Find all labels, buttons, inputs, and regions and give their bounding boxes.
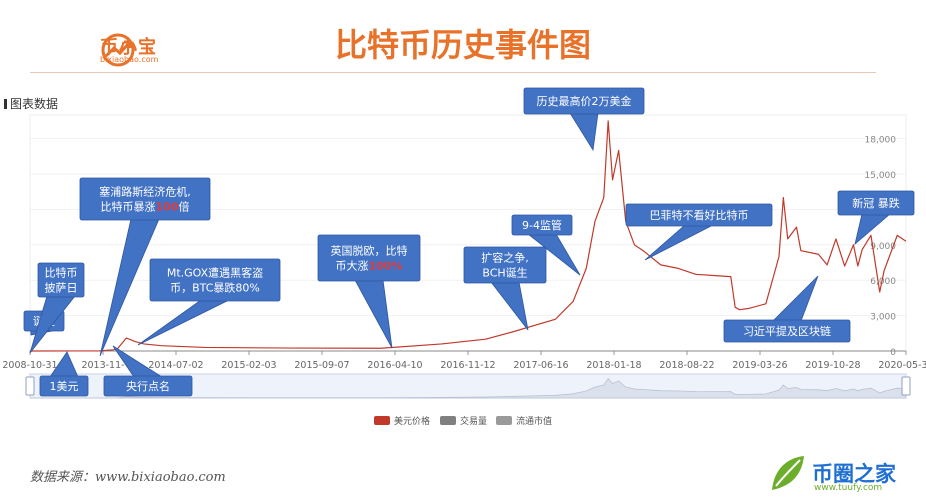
callout-pointer: [854, 213, 892, 246]
callout-label: 英国脱欧，比特: [331, 244, 408, 258]
zoom-handle-right[interactable]: [901, 376, 911, 396]
callout-box: [317, 234, 421, 282]
logo-text: 币小宝: [100, 37, 157, 58]
callout-label: 比特币暴涨100倍: [101, 200, 190, 214]
x-tick-label: 2017-06-16: [513, 360, 568, 371]
callout-box: [837, 190, 915, 216]
x-tick-label: 2015-02-03: [221, 360, 276, 371]
callout-box: [463, 246, 547, 284]
callout-label: BCH诞生: [482, 266, 527, 280]
zoom-handle-left[interactable]: [25, 376, 35, 396]
callout-label: 扩容之争,: [481, 251, 529, 265]
legend-item[interactable]: 流通市值: [496, 415, 552, 427]
logo-icon: [101, 33, 135, 67]
header-divider: [30, 72, 876, 73]
x-tick-label: 2018-08-22: [659, 360, 714, 371]
callout-label: 1美元: [50, 380, 79, 393]
x-tick-label: 2014-07-02: [148, 360, 203, 371]
y-tick-label: 6,000: [870, 277, 896, 287]
x-tick-label: 2015-09-07: [294, 360, 349, 371]
callout-label: 9-4监管: [522, 218, 562, 232]
x-tick-label: 2019-10-28: [805, 360, 860, 371]
y-tick-label: 15,000: [865, 171, 897, 181]
x-tick-label: 2016-04-10: [367, 360, 422, 371]
callout-pointer: [644, 224, 714, 261]
zoom-preview-area: [29, 377, 907, 399]
callout-label: 央行点名: [126, 379, 170, 393]
annotation-layer: 诞生比特币披萨日1美元塞浦路斯经济危机,比特币暴涨100倍央行点名Mt.GOX遭…: [23, 87, 915, 397]
event-callout: 1美元: [39, 351, 89, 397]
y-tick-label: 3,000: [870, 313, 896, 323]
legend-swatch: [374, 416, 390, 425]
callout-pointer: [569, 112, 599, 152]
x-tick-label: 2018-01-18: [586, 360, 641, 371]
legend-item[interactable]: 交易量: [440, 415, 487, 427]
y-tick-label: 18,000: [865, 136, 897, 146]
x-axis-labels: 2008-10-31 2013-11- 2014-07-02 2015-02-03 20…: [2, 360, 926, 371]
callout-label: 币，BTC暴跌80%: [170, 281, 260, 295]
callout-box: [625, 203, 773, 227]
callout-pointer: [490, 281, 529, 331]
callout-label: 巴菲特不看好比特币: [650, 208, 749, 222]
callout-box: [149, 258, 281, 302]
callout-label: 币大涨100%: [336, 259, 403, 273]
y-tick-label: 0: [890, 348, 896, 358]
y-tick-label: 9,000: [870, 242, 896, 252]
legend: 美元价格 交易量 流通市值: [374, 415, 552, 427]
x-tick-label: 2020-05-31: [878, 360, 926, 371]
event-callout: 央行点名: [103, 345, 193, 397]
callout-label: 习近平提及区块链: [743, 324, 831, 338]
callout-label: Mt.GOX遭遇黑客盗: [167, 266, 263, 280]
event-callout: 新冠 暴跌: [837, 190, 915, 246]
legend-label: 交易量: [460, 415, 487, 427]
callout-box: [39, 375, 89, 397]
callout-box: [511, 214, 573, 236]
callout-pointer: [137, 299, 230, 346]
legend-swatch: [440, 416, 456, 425]
event-callout: 习近平提及区块链: [723, 275, 851, 343]
source-note: 数据来源：www.bixiaobao.com: [30, 470, 226, 485]
page-title: 比特币历史事件图: [334, 26, 591, 64]
legend-swatch: [496, 416, 512, 425]
x-tick-label: 2008-10-31: [2, 360, 57, 371]
x-tick-label: 2016-11-12: [440, 360, 495, 371]
callout-label: 比特币: [45, 266, 78, 280]
callout-label: 塞浦路斯经济危机,: [99, 185, 191, 199]
callout-box: [79, 177, 211, 221]
x-tick-label: 2013-11-: [81, 360, 124, 371]
event-callout: 巴菲特不看好比特币: [625, 203, 773, 261]
brand-text: 币圈之家: [812, 462, 896, 486]
panel-label: 图表数据: [4, 95, 58, 112]
legend-label: 美元价格: [394, 415, 430, 427]
callout-label: 披萨日: [45, 281, 78, 295]
event-callout: 扩容之争,BCH诞生: [463, 246, 547, 331]
legend-item[interactable]: 美元价格: [374, 415, 430, 427]
leaf-logo-icon: [772, 456, 804, 490]
brand-domain: www.tuufy.com: [814, 483, 883, 493]
callout-pointer: [354, 279, 393, 349]
x-tick-label: 2019-03-26: [732, 360, 787, 371]
callout-pointer: [772, 275, 819, 322]
event-callout: 塞浦路斯经济危机,比特币暴涨100倍: [79, 177, 211, 357]
callout-box: [37, 262, 85, 298]
callout-label: 历史最高价2万美金: [537, 94, 632, 108]
callout-box: [103, 375, 193, 397]
event-callout: 9-4监管: [511, 214, 581, 276]
callout-box: [523, 87, 645, 115]
event-callout: 历史最高价2万美金: [523, 87, 645, 152]
price-line: [29, 120, 907, 352]
logo-domain: bixiaobao.com: [100, 55, 159, 64]
callout-box: [723, 319, 851, 343]
legend-label: 流通市值: [516, 415, 552, 427]
series-layer: [29, 120, 907, 352]
callout-label: 新冠 暴跌: [852, 196, 900, 210]
